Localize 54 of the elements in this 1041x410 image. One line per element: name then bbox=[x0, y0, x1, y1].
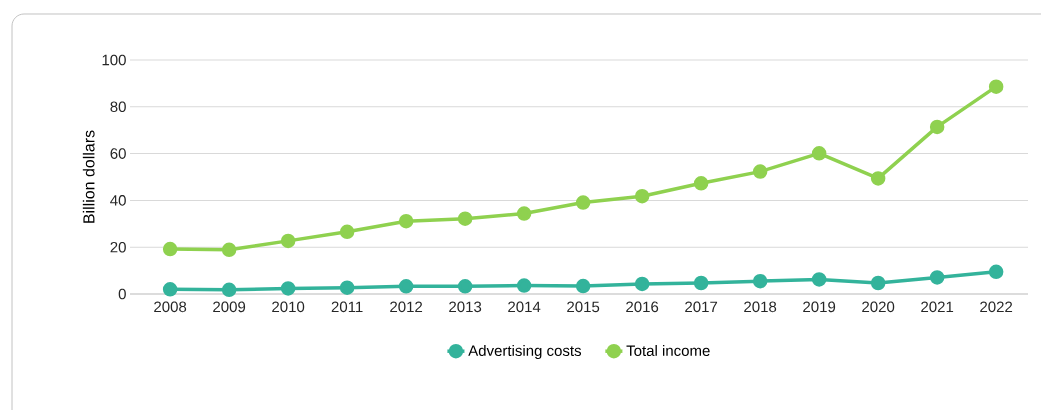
x-tick-label: 2018 bbox=[744, 301, 777, 313]
x-tick-label: 2017 bbox=[685, 301, 718, 313]
point bbox=[280, 281, 296, 296]
point bbox=[221, 242, 237, 258]
point bbox=[988, 79, 1004, 94]
point bbox=[457, 211, 473, 226]
x-tick-label: 2021 bbox=[921, 301, 954, 313]
legend-label: Total income bbox=[626, 345, 710, 357]
point bbox=[870, 171, 886, 186]
x-tick-label: 2016 bbox=[626, 301, 659, 313]
x-tick-label: 2020 bbox=[862, 301, 895, 313]
point bbox=[162, 241, 178, 257]
point bbox=[516, 278, 532, 293]
x-tick-label: 2015 bbox=[567, 301, 600, 313]
point bbox=[634, 276, 650, 292]
x-tick-label: 2014 bbox=[508, 301, 541, 313]
point bbox=[280, 233, 296, 249]
x-tick-label: 2009 bbox=[213, 301, 246, 313]
point bbox=[811, 272, 827, 287]
point bbox=[457, 279, 473, 294]
point bbox=[398, 279, 414, 294]
x-tick-label: 2012 bbox=[390, 301, 423, 313]
point bbox=[516, 206, 532, 221]
y-tick-label: 40 bbox=[110, 195, 126, 206]
point bbox=[752, 273, 768, 289]
x-tick-label: 2019 bbox=[803, 301, 836, 313]
point bbox=[693, 275, 709, 291]
y-tick-label: 20 bbox=[110, 241, 126, 253]
x-tick-label: 2008 bbox=[154, 301, 187, 313]
point bbox=[575, 278, 591, 294]
point bbox=[398, 213, 414, 229]
point bbox=[693, 176, 709, 191]
legend-label: Advertising costs bbox=[468, 345, 582, 359]
y-axis-title: Billion dollars bbox=[82, 130, 95, 223]
point bbox=[929, 119, 945, 135]
point bbox=[162, 282, 178, 297]
point bbox=[870, 275, 886, 291]
point bbox=[634, 188, 650, 204]
point bbox=[988, 264, 1004, 280]
point bbox=[339, 280, 355, 295]
point bbox=[221, 282, 237, 298]
x-tick-label: 2010 bbox=[272, 301, 305, 313]
point bbox=[575, 195, 591, 210]
y-tick-label: 80 bbox=[110, 101, 126, 113]
x-tick-label: 2022 bbox=[980, 301, 1013, 313]
point bbox=[811, 146, 827, 161]
point bbox=[929, 270, 945, 285]
x-tick-label: 2011 bbox=[331, 301, 363, 313]
y-tick-label: 60 bbox=[110, 148, 126, 159]
y-tick-label: 0 bbox=[118, 288, 126, 300]
point bbox=[752, 164, 768, 179]
point bbox=[339, 224, 355, 240]
y-tick-label: 100 bbox=[102, 54, 126, 66]
x-tick-label: 2013 bbox=[449, 301, 482, 313]
